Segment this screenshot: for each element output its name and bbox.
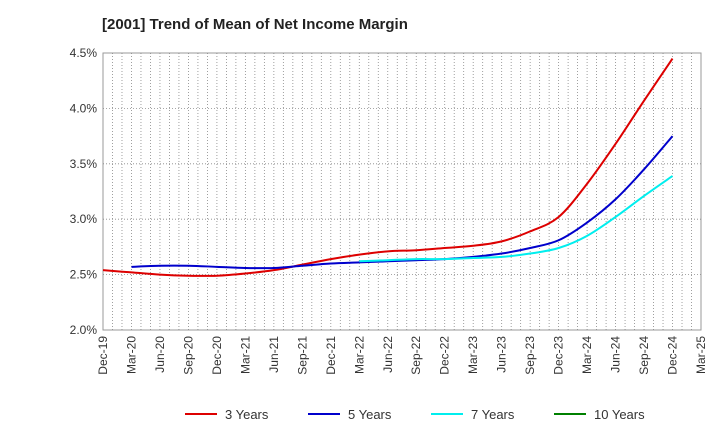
x-tick-label: Sep-24	[637, 336, 651, 375]
x-tick-label: Dec-22	[438, 336, 452, 375]
x-tick-label: Dec-19	[96, 336, 110, 375]
y-tick-label: 3.5%	[70, 157, 98, 171]
series-lines	[102, 57, 674, 277]
legend-label: 7 Years	[471, 407, 515, 422]
x-tick-label: Mar-25	[694, 336, 708, 374]
legend: 3 Years 5 Years 7 Years 10 Years	[185, 407, 645, 422]
legend-label: 5 Years	[348, 407, 392, 422]
legend-item-10-years: 10 Years	[554, 407, 645, 422]
series-line-3-years	[102, 57, 674, 277]
legend-item-7-years: 7 Years	[431, 407, 515, 422]
x-tick-label: Dec-21	[324, 336, 338, 375]
x-tick-label: Dec-23	[552, 336, 566, 375]
x-tick-label: Mar-22	[352, 336, 366, 374]
grid	[103, 53, 701, 330]
x-tick-label: Sep-22	[409, 336, 423, 375]
y-tick-label: 4.0%	[70, 101, 98, 115]
x-tick-label: Mar-21	[238, 336, 252, 374]
x-tick-label: Dec-24	[666, 336, 680, 375]
x-tick-label: Sep-20	[181, 336, 195, 375]
y-tick-label: 2.0%	[70, 323, 98, 337]
x-tick-label: Mar-24	[580, 336, 594, 374]
y-axis: 2.0% 2.5% 3.0% 3.5% 4.0% 4.5%	[70, 46, 98, 337]
y-tick-label: 3.0%	[70, 212, 98, 226]
series-line-7-years	[359, 175, 674, 263]
x-tick-label: Jun-23	[495, 336, 509, 373]
x-tick-label: Jun-22	[381, 336, 395, 373]
x-tick-label: Jun-24	[609, 336, 623, 373]
legend-item-3-years: 3 Years	[185, 407, 269, 422]
x-tick-label: Dec-20	[210, 336, 224, 375]
x-tick-label: Sep-23	[523, 336, 537, 375]
x-tick-label: Jun-21	[267, 336, 281, 373]
y-tick-label: 2.5%	[70, 268, 98, 282]
plot-area	[102, 52, 702, 331]
x-tick-label: Sep-21	[295, 336, 309, 375]
legend-item-5-years: 5 Years	[308, 407, 392, 422]
x-tick-label: Mar-20	[124, 336, 138, 374]
legend-label: 3 Years	[225, 407, 269, 422]
x-axis: Dec-19 Mar-20 Jun-20 Sep-20 Dec-20 Mar-21 Jun-…	[96, 336, 708, 375]
x-tick-label: Mar-23	[466, 336, 480, 374]
legend-label: 10 Years	[594, 407, 645, 422]
y-tick-label: 4.5%	[70, 46, 98, 60]
chart-title: [2001] Trend of Mean of Net Income Margi…	[102, 16, 408, 33]
x-tick-label: Jun-20	[153, 336, 167, 373]
series-line-5-years	[131, 135, 674, 270]
